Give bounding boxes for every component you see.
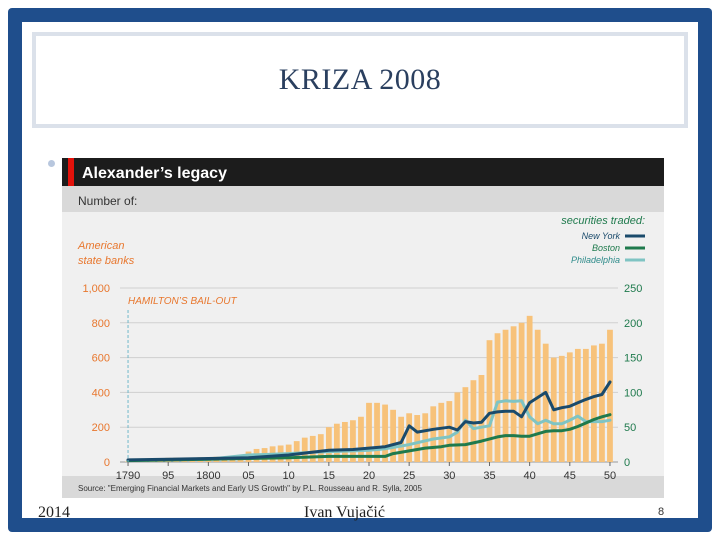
left-tick-label: 600 xyxy=(92,353,110,365)
x-tick-label: 50 xyxy=(604,470,616,482)
legend-label-philadelphia: Philadelphia xyxy=(571,255,620,265)
chart-title-bar xyxy=(62,158,664,186)
bar-state-banks xyxy=(470,380,477,462)
chart-title-accent xyxy=(68,158,74,186)
right-tick-label: 200 xyxy=(624,318,642,330)
subtitle-band xyxy=(62,186,664,212)
bar-state-banks xyxy=(591,345,597,462)
title-box: KRIZA 2008 xyxy=(32,32,688,128)
legend-label-new-york: New York xyxy=(582,231,621,241)
right-axis-label: securities traded: xyxy=(561,215,645,227)
x-tick-label: 40 xyxy=(524,470,536,482)
chart-title: Alexander’s legacy xyxy=(82,165,227,182)
bar-state-banks xyxy=(486,340,493,462)
bar-state-banks xyxy=(462,387,469,462)
x-tick-label: 95 xyxy=(162,470,174,482)
bar-state-banks xyxy=(438,402,445,462)
bar-state-banks xyxy=(333,423,340,462)
right-tick-label: 100 xyxy=(624,387,642,399)
bar-state-banks xyxy=(406,413,413,462)
bar-state-banks xyxy=(390,409,396,462)
x-tick-label: 45 xyxy=(564,470,576,482)
bar-state-banks xyxy=(309,435,316,462)
x-tick-label: 25 xyxy=(403,470,415,482)
left-axis-label-line2: state banks xyxy=(78,255,135,267)
chart-subtitle: Number of: xyxy=(78,194,137,208)
bar-state-banks xyxy=(526,315,533,462)
right-tick-label: 50 xyxy=(624,422,636,434)
x-tick-label: 05 xyxy=(242,470,254,482)
left-tick-label: 800 xyxy=(92,318,110,330)
slide-body: KRIZA 2008 Alexander’s legacy Number of:… xyxy=(22,22,698,518)
bar-state-banks xyxy=(293,441,300,462)
bar-state-banks xyxy=(430,406,437,462)
right-tick-label: 0 xyxy=(624,457,630,469)
chart-figure: Alexander’s legacy Number of: Source: "E… xyxy=(62,158,664,498)
left-tick-label: 400 xyxy=(92,387,110,399)
bar-state-banks xyxy=(366,402,372,462)
bar-state-banks xyxy=(502,329,509,462)
page-number: 8 xyxy=(658,506,665,518)
bar-state-banks xyxy=(414,415,421,462)
x-tick-label: 1790 xyxy=(116,470,140,482)
left-tick-label: 200 xyxy=(92,422,110,434)
x-tick-label: 1800 xyxy=(196,470,220,482)
right-tick-label: 250 xyxy=(624,283,642,295)
x-tick-label: 15 xyxy=(323,470,335,482)
source-band xyxy=(62,476,664,498)
bar-state-banks xyxy=(454,392,461,462)
right-tick-label: 150 xyxy=(624,353,642,365)
bar-state-banks xyxy=(607,329,613,462)
bar-state-banks xyxy=(478,375,485,462)
line-boston xyxy=(126,413,612,463)
bar-state-banks xyxy=(510,326,517,462)
slide-title: KRIZA 2008 xyxy=(278,63,442,96)
chart-svg: Alexander’s legacy Number of: Source: "E… xyxy=(62,158,664,498)
footer-year: 2014 xyxy=(38,504,70,521)
bar-state-banks xyxy=(317,434,324,462)
slide-frame: KRIZA 2008 Alexander’s legacy Number of:… xyxy=(8,8,712,532)
x-tick-label: 35 xyxy=(483,470,495,482)
left-tick-label: 1,000 xyxy=(82,283,110,295)
bar-state-banks xyxy=(325,427,332,462)
x-tick-label: 30 xyxy=(443,470,455,482)
bar-state-banks xyxy=(342,421,348,462)
bailout-annotation: HAMILTON’S BAIL-OUT xyxy=(128,296,237,307)
bar-state-banks xyxy=(582,348,589,462)
line-new-york xyxy=(126,380,612,462)
x-tick-label: 20 xyxy=(363,470,375,482)
bar-state-banks xyxy=(382,404,388,462)
lines-layer xyxy=(126,380,612,463)
bar-state-banks xyxy=(574,348,581,462)
bar-state-banks xyxy=(542,343,549,462)
bar-state-banks xyxy=(446,401,453,462)
chart-source: Source: "Emerging Financial Markets and … xyxy=(78,484,422,493)
left-axis-label-line1: American xyxy=(77,240,124,252)
bar-state-banks xyxy=(374,402,380,462)
x-tick-label: 10 xyxy=(283,470,295,482)
bar-state-banks xyxy=(494,333,501,462)
bar-state-banks xyxy=(518,322,525,462)
bar-state-banks xyxy=(599,343,605,462)
bar-state-banks xyxy=(422,413,429,462)
bar-state-banks xyxy=(358,416,364,462)
left-tick-label: 0 xyxy=(104,457,110,469)
bar-state-banks xyxy=(350,420,356,462)
bullet-dot xyxy=(48,160,55,167)
bar-state-banks xyxy=(301,437,308,462)
legend-label-boston: Boston xyxy=(592,243,620,253)
footer-author: Ivan Vujačić xyxy=(304,504,385,521)
